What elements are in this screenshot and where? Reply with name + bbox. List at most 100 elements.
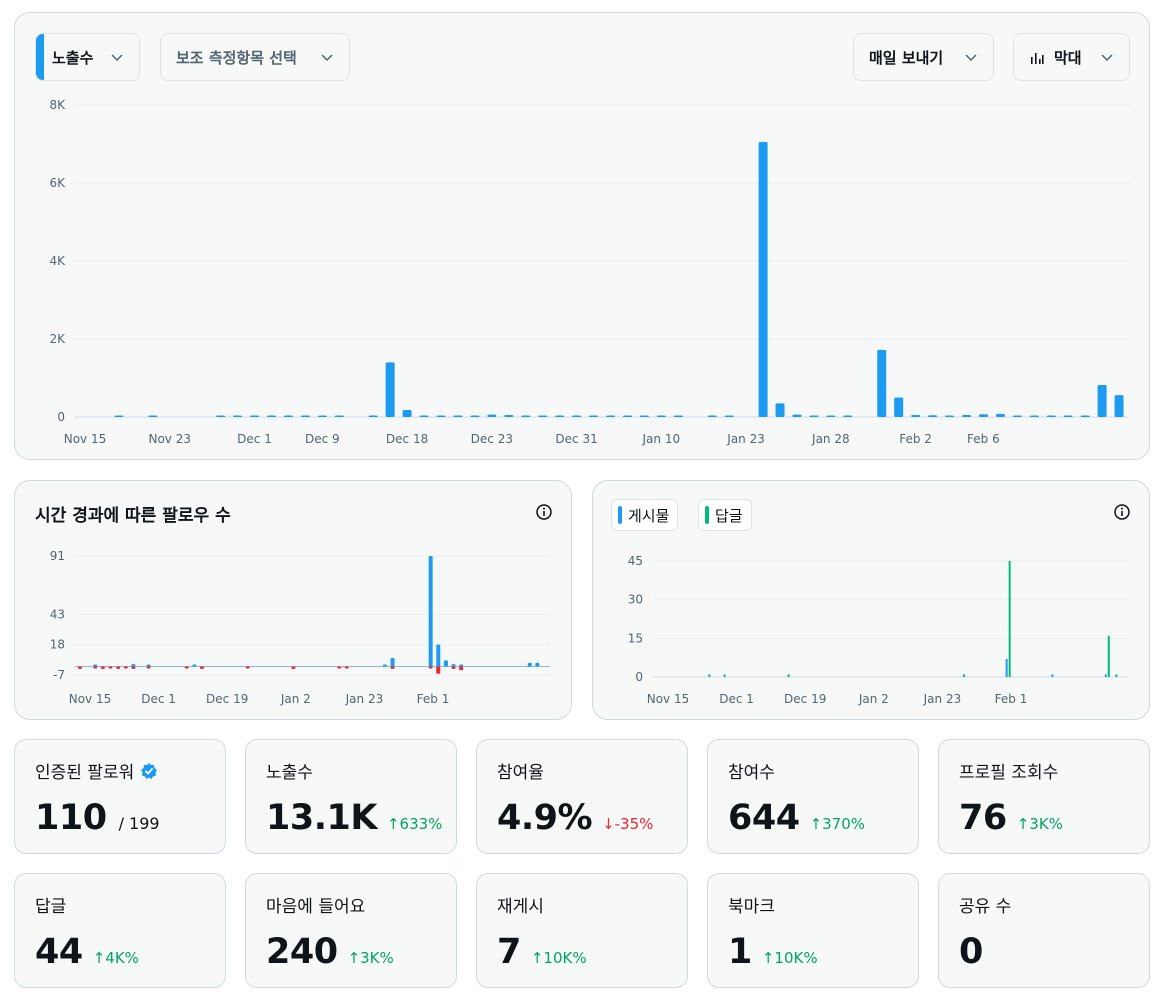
stat-value-row: 44 ↑4K% (35, 932, 139, 972)
stat-card: 재게시 7 ↑10K% (476, 873, 688, 988)
stat-label: 재게시 (497, 892, 544, 917)
bar-loss (100, 666, 105, 669)
stat-card: 인증된 팔로워 110 / 199 (14, 739, 226, 854)
bar-posts (1005, 658, 1008, 677)
stat-value: 4.9% (497, 798, 593, 838)
bar-loss (291, 666, 296, 669)
stat-card: 북마크 1 ↑10K% (707, 873, 919, 988)
stat-change-down: ↓-35% (602, 815, 654, 833)
bar (724, 415, 734, 417)
bar-gain (382, 664, 387, 667)
x-tick-label: Jan 2 (858, 692, 889, 706)
chart-type-select[interactable]: 막대 (1013, 33, 1130, 81)
bar (555, 415, 565, 417)
stat-value: 110 (35, 798, 107, 838)
metric-select-label: 노출수 (52, 48, 94, 67)
bar (1114, 395, 1124, 417)
legend-posts[interactable]: 게시물 (611, 499, 679, 531)
stat-label-text: 공유 수 (959, 897, 1012, 917)
stat-label-text: 참여율 (497, 763, 544, 783)
daily-export-button[interactable]: 매일 보내기 (853, 33, 994, 81)
legend-replies-swatch (705, 506, 709, 524)
x-tick-label: Dec 23 (471, 432, 513, 446)
x-tick-label: Dec 1 (141, 692, 176, 706)
bar (436, 415, 446, 417)
x-tick-label: Jan 2 (280, 692, 311, 706)
stat-value: 1 (728, 932, 752, 972)
chevron-down-icon (321, 54, 333, 62)
metric-select[interactable]: 노출수 (35, 33, 140, 81)
stat-label: 공유 수 (959, 892, 1011, 917)
x-tick-label: Feb 1 (995, 692, 1028, 706)
legend-posts-label: 게시물 (628, 506, 670, 525)
bar (656, 415, 666, 417)
stat-label-text: 인증된 팔로워 (35, 763, 135, 783)
y-tick-label: 8K (49, 98, 66, 112)
info-icon[interactable] (1113, 503, 1131, 521)
stat-value-row: 0 (959, 932, 983, 972)
stat-change-up: ↑10K% (761, 949, 818, 967)
bar (1012, 415, 1022, 417)
x-tick-label: Dec 31 (555, 432, 597, 446)
stat-value: 44 (35, 932, 83, 972)
secondary-metric-select[interactable]: 보조 측정항목 선택 (160, 33, 350, 81)
bar-loss (108, 666, 113, 669)
impressions-bar-chart: 8K 6K 4K 2K 0 Nov 15 Nov 23 Dec 1 Dec 9 Dec 18 Dec… (49, 98, 1129, 446)
bar-loss (451, 666, 456, 669)
x-tick-label: Feb 1 (417, 692, 450, 706)
bar-replies (1008, 561, 1011, 677)
bar-loss (93, 666, 98, 669)
stat-label-text: 답글 (35, 897, 67, 917)
y-tick-label: 18 (50, 638, 65, 652)
bar (911, 415, 921, 417)
stat-value-row: 644 ↑370% (728, 798, 865, 838)
bar (894, 397, 904, 417)
bar (1063, 415, 1073, 417)
bar (707, 415, 717, 417)
bar (877, 349, 887, 417)
legend-replies[interactable]: 답글 (698, 499, 752, 531)
stat-card: 참여수 644 ↑370% (707, 739, 919, 854)
stat-value-row: 13.1K ↑633% (266, 798, 442, 838)
stat-label: 프로필 조회수 (959, 758, 1058, 783)
posts-replies-chart-panel: 게시물 답글 45 30 15 0 Nov 15 Dec 1 Dec 19 Jan 2 Jan … (592, 480, 1150, 720)
bar-posts (708, 674, 711, 677)
bar-posts (1104, 674, 1107, 677)
bar (639, 415, 649, 417)
bar (300, 415, 310, 417)
stat-label: 참여수 (728, 758, 775, 783)
bar (673, 415, 683, 417)
x-tick-label: Dec 9 (305, 432, 340, 446)
bar-loss (116, 666, 121, 669)
x-tick-label: Feb 2 (899, 432, 932, 446)
x-tick-label: Feb 6 (967, 432, 1000, 446)
stat-card: 공유 수 0 (938, 873, 1150, 988)
bar-gain (131, 664, 136, 667)
export-label: 매일 보내기 (869, 48, 944, 67)
posts-replies-bar-chart: 45 30 15 0 Nov 15 Dec 1 Dec 19 Jan 2 Jan 23 Feb 1 (628, 554, 1128, 706)
y-tick-label: 91 (50, 549, 65, 563)
bar-loss (245, 666, 250, 669)
y-tick-label: 15 (628, 631, 643, 645)
bar (216, 415, 226, 417)
info-icon[interactable] (535, 503, 553, 521)
stat-card: 마음에 들어요 240 ↑3K% (245, 873, 457, 988)
stat-label: 노출수 (266, 758, 313, 783)
stat-change-up: ↑370% (809, 815, 866, 833)
bar-replies (1107, 635, 1110, 677)
bar-gain (192, 664, 197, 667)
bar-chart-icon (1031, 53, 1044, 64)
x-tick-label: Nov 15 (69, 692, 112, 706)
bar (233, 415, 243, 417)
bar-posts (723, 674, 726, 677)
bar (843, 415, 853, 417)
bar-loss (78, 666, 82, 669)
stat-label: 참여율 (497, 758, 544, 783)
stat-value-row: 110 / 199 (35, 798, 160, 838)
stat-change-up: ↑10K% (530, 949, 587, 967)
stat-label-text: 프로필 조회수 (959, 763, 1059, 783)
stat-value-row: 240 ↑3K% (266, 932, 394, 972)
bar-loss (184, 666, 189, 669)
stat-value-row: 4.9% ↓-35% (497, 798, 653, 838)
stat-card: 참여율 4.9% ↓-35% (476, 739, 688, 854)
